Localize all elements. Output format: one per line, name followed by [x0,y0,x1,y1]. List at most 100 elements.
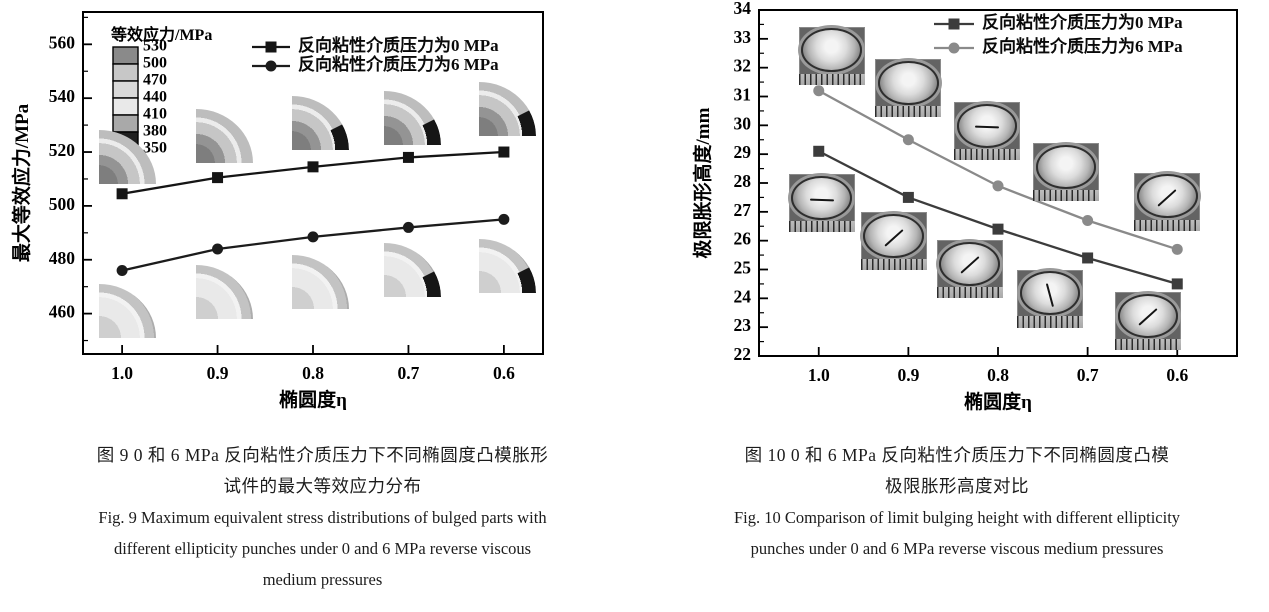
stress-contour-thumbnail [292,95,350,150]
fig10-caption-cn-line1: 图 10 0 和 6 MPa 反向粘性介质压力下不同椭圆度凸模 [744,445,1170,465]
colorbar-swatch [112,46,139,65]
data-point-marker [992,180,1004,192]
ruler-strip [954,149,1021,161]
y-tick-label: 560 [49,32,76,52]
specimen-photo-thumbnail [860,212,927,271]
x-axis-title: 椭圆度η [964,390,1032,413]
colorbar-title: 等效应力/MPa [110,25,212,44]
y-tick-label: 27 [734,200,752,220]
y-tick-label: 32 [734,56,752,76]
fig9-svg: 460 480 500 520 540 560 1.0 0.9 0.8 0.7 0.6 椭圆度η 最大等… [10,11,544,411]
y-axis-title: 最大等效应力/MPa [10,103,33,262]
fig9-caption-cn-line1: 图 9 0 和 6 MPa 反向粘性介质压力下不同椭圆度凸模胀形 [96,445,549,465]
y-tick-label: 25 [734,258,752,278]
data-point-marker [948,18,960,30]
x-tick-label: 1.0 [808,365,830,385]
fig10-caption: 图 10 0 和 6 MPa 反向粘性介质压力下不同椭圆度凸模 极限胀形高度对比… [645,440,1269,564]
ruler-strip [1017,316,1084,328]
data-point-marker [498,146,510,158]
fig10-caption-en-line1: Fig. 10 Comparison of limit bulging heig… [733,508,1181,527]
data-point-marker [212,243,224,255]
fig9-caption-en-line3: medium pressures [262,570,383,589]
ruler-strip [1115,338,1182,350]
y-tick-label: 520 [49,140,76,160]
data-point-marker [992,223,1004,235]
data-point-marker [948,42,960,54]
bulged-dome [877,60,939,105]
bulged-dome [1035,144,1097,190]
y-tick-label: 29 [734,142,752,162]
data-point-marker [1082,214,1094,226]
x-axis-title: 椭圆度η [279,388,347,411]
x-tick-label: 0.7 [1077,365,1099,385]
colorbar-boundary-label: 410 [143,106,167,123]
y-tick-label: 480 [49,248,76,268]
colorbar-swatch [112,63,139,82]
y-tick-label: 34 [734,0,752,18]
x-tick-label: 1.0 [111,363,133,383]
data-point-marker [212,172,224,184]
data-point-marker [116,188,128,200]
data-point-marker [116,265,128,277]
specimen-photo-thumbnail [788,174,855,233]
colorbar-swatch [112,97,139,116]
specimen-photo-thumbnail [954,102,1021,161]
data-point-marker [902,191,914,203]
data-point-marker [307,231,319,243]
x-tick-label: 0.9 [207,363,229,383]
colorbar-boundary-label: 440 [143,89,167,106]
specimen-photo-thumbnail [798,26,865,85]
x-tick-label: 0.8 [987,365,1009,385]
y-tick-label: 28 [734,171,752,191]
colorbar-boundary-label: 380 [143,123,167,140]
fig10-caption-cn-line2: 极限胀形高度对比 [885,476,1029,496]
fig10-svg: 22 23 24 25 26 27 28 29 30 31 32 33 34 1.0 0.9 0.8 0.7 0.… [691,0,1238,413]
x-tick-label: 0.8 [302,363,324,383]
colorbar-boundary-label: 530 [143,38,167,55]
legend-label: 反向粘性介质压力为0 MPa [982,12,1183,32]
data-point-marker [402,221,414,233]
legend-label: 反向粘性介质压力为6 MPa [982,36,1183,56]
data-point-marker [1171,278,1183,290]
ruler-strip [875,106,942,118]
colorbar-boundary-label: 500 [143,55,167,72]
data-point-marker [1082,252,1094,264]
data-point-marker [265,41,277,53]
ruler-strip [860,259,927,271]
ruler-strip [798,73,865,85]
bulged-dome [956,103,1018,148]
specimen-photo-thumbnail [875,59,942,118]
y-tick-label: 460 [49,302,76,322]
colorbar-boundary-label: 350 [143,140,167,157]
specimen-photo-thumbnail [936,240,1003,299]
colorbar-swatch [112,80,139,99]
specimen-photo-thumbnail [1134,172,1201,231]
x-tick-label: 0.6 [493,363,515,383]
figure-10: 22 23 24 25 26 27 28 29 30 31 32 33 34 1.0 0.9 0.8 0.7 0.… [645,0,1269,612]
x-tick-label: 0.6 [1166,365,1188,385]
ruler-strip [936,287,1003,299]
specimen-photo-thumbnail [1115,291,1182,350]
y-tick-label: 31 [734,85,752,105]
y-tick-label: 30 [734,113,752,133]
fig10-caption-en-line2: punches under 0 and 6 MPa reverse viscou… [750,539,1164,558]
figure-9: 460 480 500 520 540 560 1.0 0.9 0.8 0.7 0.6 椭圆度η 最大等… [0,0,645,595]
legend-label: 反向粘性介质压力为6 MPa [298,54,499,74]
y-tick-label: 33 [734,27,752,47]
series-line [121,150,504,195]
data-point-marker [902,134,914,146]
legend-label: 反向粘性介质压力为0 MPa [298,35,499,55]
y-axis-title: 极限胀形高度/mm [691,107,714,258]
fig9-caption-cn-line2: 试件的最大等效应力分布 [223,476,422,496]
fig9-chart: 460 480 500 520 540 560 1.0 0.9 0.8 0.7 0.6 椭圆度η 最大等… [6,0,645,434]
data-point-marker [1171,243,1183,255]
fig9-caption: 图 9 0 和 6 MPa 反向粘性介质压力下不同椭圆度凸模胀形 试件的最大等效… [0,440,645,595]
bulged-dome [791,176,852,221]
data-point-marker [265,60,277,72]
y-tick-label: 22 [734,344,752,364]
bulged-dome [801,28,863,73]
colorbar-boundary-label: 470 [143,72,167,89]
fig9-caption-en-line2: different ellipticity punches under 0 an… [113,539,532,558]
specimen-photo-thumbnail [1032,143,1099,202]
